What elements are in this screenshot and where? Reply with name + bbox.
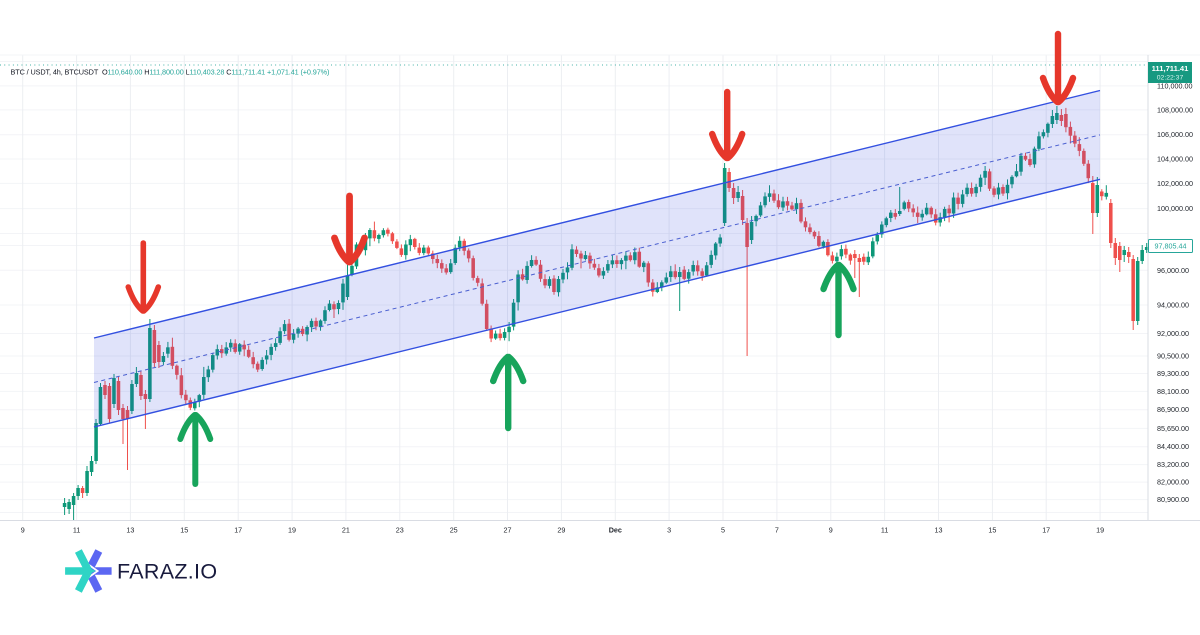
svg-text:Dec: Dec xyxy=(609,526,622,535)
svg-text:11: 11 xyxy=(73,526,80,535)
svg-text:11: 11 xyxy=(881,526,888,535)
svg-text:13: 13 xyxy=(126,526,134,535)
svg-text:84,400.00: 84,400.00 xyxy=(1157,442,1189,451)
svg-text:19: 19 xyxy=(1096,526,1104,535)
svg-text:110,000.00: 110,000.00 xyxy=(1157,81,1192,90)
svg-text:21: 21 xyxy=(342,526,350,535)
svg-text:FARAZ.IO: FARAZ.IO xyxy=(117,560,217,584)
svg-text:80,900.00: 80,900.00 xyxy=(1157,495,1189,504)
svg-text:100,000.00: 100,000.00 xyxy=(1157,204,1193,213)
svg-text:96,000.00: 96,000.00 xyxy=(1157,266,1189,275)
svg-text:94,000.00: 94,000.00 xyxy=(1157,301,1189,310)
svg-text:108,000.00: 108,000.00 xyxy=(1157,105,1193,114)
svg-text:15: 15 xyxy=(180,526,188,535)
svg-text:97,805.44: 97,805.44 xyxy=(1155,242,1187,251)
svg-text:9: 9 xyxy=(21,526,25,535)
svg-text:BTC / USDT, 4h, BTCUSDT O110,: BTC / USDT, 4h, BTCUSDT O110,640.00 H111… xyxy=(11,68,330,77)
svg-text:15: 15 xyxy=(988,526,996,535)
svg-text:83,200.00: 83,200.00 xyxy=(1157,460,1189,469)
svg-text:29: 29 xyxy=(557,526,565,535)
svg-text:92,000.00: 92,000.00 xyxy=(1157,329,1189,338)
svg-text:5: 5 xyxy=(721,526,725,535)
svg-text:27: 27 xyxy=(504,526,512,535)
svg-text:106,000.00: 106,000.00 xyxy=(1157,130,1193,139)
svg-text:111,711.41: 111,711.41 xyxy=(1152,64,1190,73)
svg-text:102,000.00: 102,000.00 xyxy=(1157,179,1193,188)
svg-text:02:22:37: 02:22:37 xyxy=(1157,75,1184,82)
svg-text:17: 17 xyxy=(234,526,242,535)
svg-text:23: 23 xyxy=(396,526,404,535)
svg-text:86,900.00: 86,900.00 xyxy=(1157,405,1189,414)
svg-text:88,100.00: 88,100.00 xyxy=(1157,387,1189,396)
svg-text:7: 7 xyxy=(775,526,779,535)
svg-text:19: 19 xyxy=(288,526,296,535)
svg-text:9: 9 xyxy=(829,526,833,535)
svg-text:25: 25 xyxy=(450,526,458,535)
svg-text:13: 13 xyxy=(935,526,943,535)
svg-text:3: 3 xyxy=(667,526,671,535)
svg-text:89,300.00: 89,300.00 xyxy=(1157,369,1189,378)
svg-text:82,000.00: 82,000.00 xyxy=(1157,478,1189,487)
svg-text:85,650.00: 85,650.00 xyxy=(1157,424,1189,433)
svg-text:90,500.00: 90,500.00 xyxy=(1157,352,1189,361)
svg-text:104,000.00: 104,000.00 xyxy=(1157,155,1193,164)
svg-text:17: 17 xyxy=(1042,526,1050,535)
